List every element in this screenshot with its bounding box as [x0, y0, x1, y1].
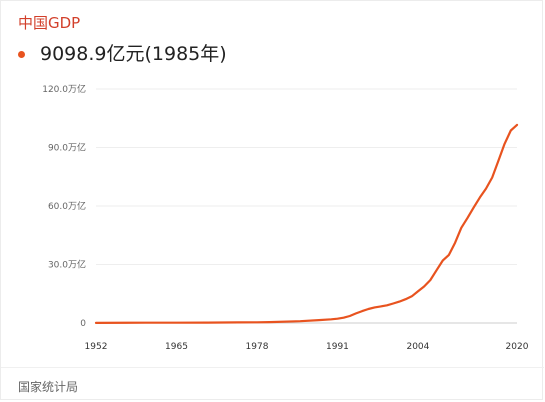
x-tick-label: 1965: [165, 342, 188, 352]
gdp-line-chart[interactable]: 0 30.0万亿 60.0万亿 90.0万亿 120.0万亿 1952 1965 1978 19…: [1, 79, 545, 359]
chart-title: 中国GDP: [18, 14, 81, 32]
x-tick-label: 1991: [326, 342, 349, 352]
y-tick-label: 90.0万亿: [48, 142, 86, 154]
y-tick-label: 0: [80, 319, 86, 329]
data-source: 国家统计局: [18, 380, 79, 394]
current-value: 9098.9亿元(1985年): [40, 43, 227, 65]
x-tick-label: 2020: [506, 342, 529, 352]
y-tick-label: 120.0万亿: [42, 83, 86, 95]
gdp-series-line: [94, 123, 519, 324]
x-tick-label: 2004: [406, 342, 429, 352]
x-tick-label: 1978: [246, 342, 269, 352]
y-tick-label: 60.0万亿: [48, 200, 86, 212]
footer-divider: [1, 367, 544, 368]
x-tick-label: 1952: [85, 342, 108, 352]
series-dot-icon: [18, 51, 25, 58]
y-tick-label: 30.0万亿: [48, 259, 86, 271]
